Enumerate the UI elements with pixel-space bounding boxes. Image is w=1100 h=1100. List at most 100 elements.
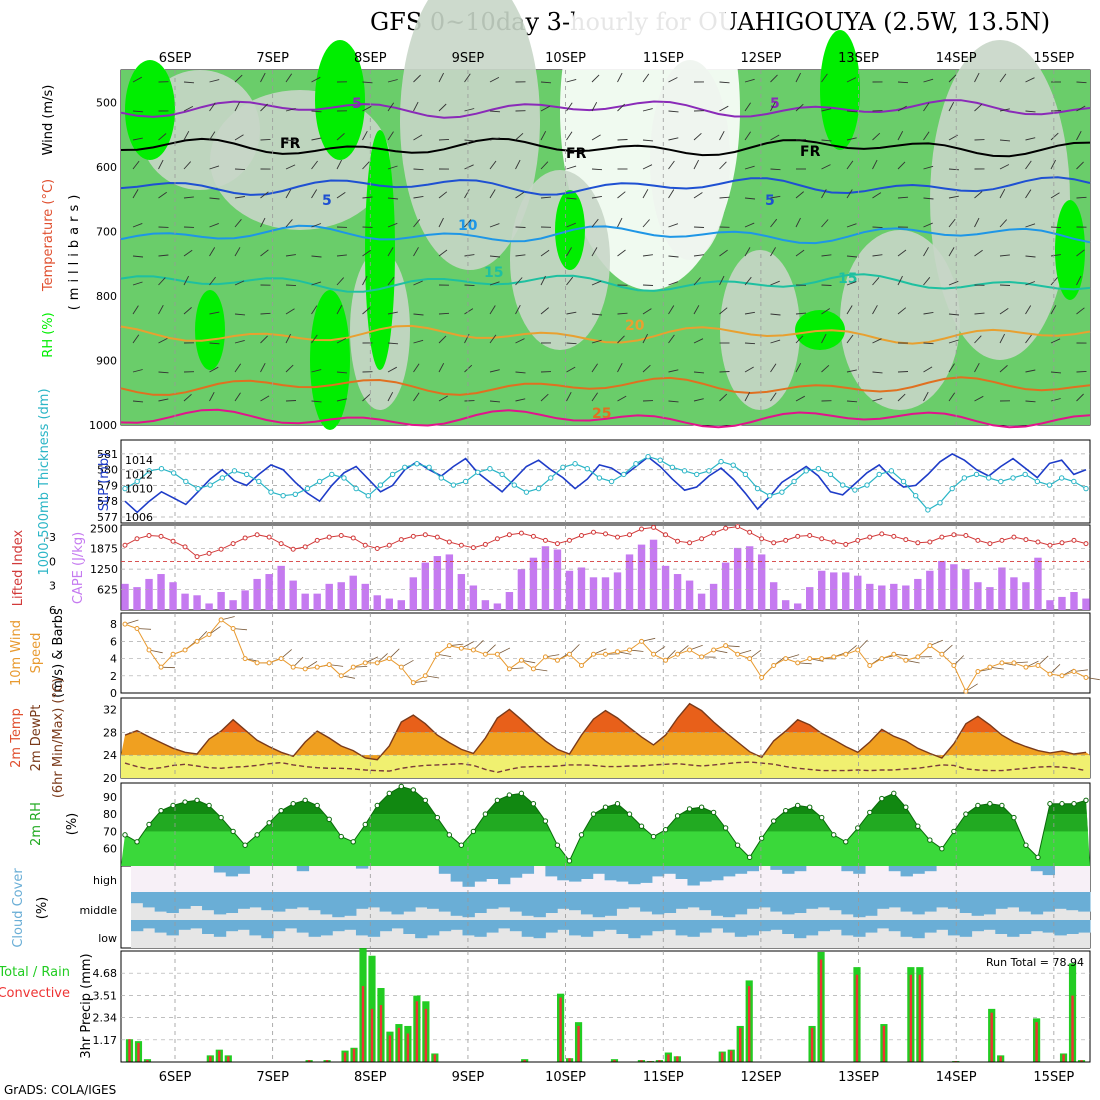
wind-barb — [617, 191, 626, 199]
slp-point — [1083, 485, 1089, 492]
wind-barb — [1025, 305, 1032, 315]
cloud-cell — [131, 892, 144, 904]
li-point — [494, 536, 500, 542]
slp-point — [706, 468, 712, 474]
wind-speed-point — [230, 625, 236, 631]
cloud-cell — [734, 892, 748, 915]
wind-barb — [132, 400, 144, 403]
slp-point — [572, 461, 578, 467]
wind-barb — [846, 400, 858, 403]
cloud-cell — [1054, 920, 1067, 936]
cape-bar — [265, 574, 273, 610]
wind-barb — [948, 280, 959, 286]
isotherm-line — [120, 324, 1091, 345]
wind-speed-point — [314, 664, 320, 670]
wind-barb — [413, 195, 424, 199]
cloud-cell — [687, 866, 700, 886]
slp-point — [207, 482, 213, 488]
slp-point — [316, 478, 323, 485]
wind-barb — [948, 195, 959, 199]
cloud-cell — [486, 866, 499, 879]
wind-barb — [285, 284, 297, 287]
wind-speed-point — [518, 657, 524, 663]
wind-barb — [234, 392, 241, 402]
cloud-cell — [131, 920, 144, 932]
wind-barb — [132, 189, 139, 199]
wind-barb — [1050, 371, 1062, 374]
cloud-cell — [1030, 892, 1044, 915]
wind-barb — [132, 222, 143, 228]
rh-point — [350, 839, 356, 845]
cloud-cell — [166, 892, 179, 913]
wind-barb — [591, 74, 600, 83]
wind-barb — [311, 334, 318, 344]
cloud-cell — [237, 892, 250, 909]
rh-point — [578, 832, 585, 838]
cape-bar — [193, 595, 201, 610]
wind-speed-point — [542, 654, 548, 660]
cloud-cell — [959, 892, 973, 913]
wind-barb — [566, 222, 576, 228]
wind-barb — [693, 159, 699, 170]
cloud-cell — [699, 920, 712, 933]
y-tick-label: 60 — [103, 843, 117, 856]
wind-barb — [642, 189, 649, 199]
wind-barb — [897, 161, 906, 170]
cloud-cell — [1018, 920, 1032, 934]
wind-speed-point — [675, 651, 681, 657]
ylabel-rh: RH (%) — [41, 312, 56, 357]
li-point — [1071, 537, 1077, 543]
cloud-cell — [367, 920, 381, 937]
wind-barb — [336, 254, 347, 257]
wind-barb — [362, 196, 373, 199]
wind-barb — [948, 101, 955, 112]
cloud-cell — [438, 866, 452, 874]
ylabel-wind: Wind (m/s) — [41, 85, 56, 156]
wind-barb — [362, 307, 371, 315]
ylabel-temp-group: 2m Temp — [9, 708, 24, 768]
wind-barb — [209, 197, 220, 200]
wind-barb — [132, 160, 140, 170]
wind-barb — [719, 81, 730, 84]
li-point — [615, 534, 621, 540]
cloud-cell — [865, 892, 878, 916]
wind-barb — [1076, 161, 1084, 170]
cloud-cell — [782, 920, 795, 934]
cloud-cell — [213, 892, 227, 915]
y-tick-label: 800 — [96, 290, 117, 303]
cloud-cell — [225, 920, 239, 932]
wind-barb — [1025, 400, 1036, 403]
y-tick-label: 600 — [96, 161, 117, 174]
wind-barb — [744, 311, 755, 315]
yunits-rh2m: (%) — [65, 813, 80, 836]
y-tick-label: 70 — [103, 825, 117, 838]
wind-barb — [209, 276, 216, 286]
slp-point — [718, 458, 724, 465]
cape-bar — [950, 564, 958, 610]
ylabel-wind10m-group: 10m Wind — [9, 620, 24, 686]
wind-speed-point — [723, 643, 729, 649]
wind-barb — [209, 131, 216, 141]
cloud-cell — [841, 892, 854, 915]
cloud-cell — [1030, 920, 1044, 932]
y-tick-label: 3.51 — [93, 989, 118, 1002]
ylabel-temp-group: 2m DewPt — [29, 705, 44, 772]
wind-barb — [897, 81, 909, 84]
cape-bar — [397, 600, 405, 610]
wind-barb — [795, 362, 802, 373]
wind-barb — [1076, 249, 1085, 257]
slp-point — [1034, 478, 1041, 485]
wind-barb — [234, 219, 242, 228]
rh-point — [891, 790, 897, 797]
cape-bar — [361, 583, 369, 610]
date-label-bottom: 11SEP — [643, 1070, 684, 1085]
li-point — [482, 541, 488, 547]
date-label-bottom: 8SEP — [354, 1070, 387, 1085]
rh-high-region — [315, 40, 365, 160]
wind-barb — [948, 339, 959, 344]
wind-barb — [540, 105, 551, 112]
wind-barb — [948, 218, 956, 228]
y-tick-label: 579 — [97, 479, 118, 492]
y-tick-label: 2.34 — [93, 1012, 118, 1025]
cloud-cell — [805, 892, 819, 909]
